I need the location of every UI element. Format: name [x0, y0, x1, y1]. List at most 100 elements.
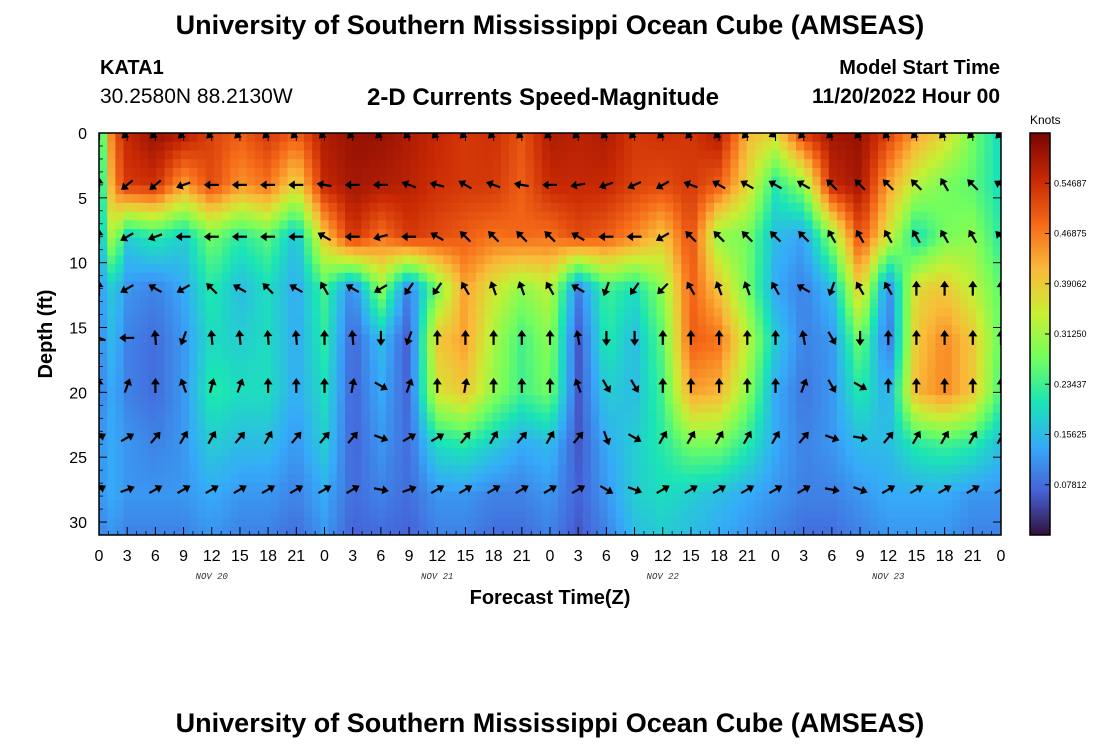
heatmap-cell [140, 316, 149, 326]
heatmap-cell [115, 500, 125, 510]
heatmap-cell [869, 482, 879, 492]
heatmap-cell [591, 237, 600, 248]
heatmap-cell [656, 412, 666, 422]
heatmap-cell [730, 421, 740, 431]
heatmap-cell [189, 473, 198, 484]
heatmap-cell [730, 377, 740, 388]
heatmap-cell [254, 430, 264, 440]
heatmap-cell [853, 307, 863, 318]
heatmap-cell [869, 334, 879, 344]
heatmap-cell [451, 185, 461, 195]
heatmap-cell [377, 299, 387, 309]
heatmap-cell [459, 159, 469, 169]
heatmap-cell [263, 246, 272, 256]
heatmap-cell [353, 150, 362, 160]
heatmap-cell [492, 167, 502, 178]
heatmap-cell [418, 465, 428, 475]
heatmap-cell [140, 290, 149, 300]
heatmap-cell [312, 281, 321, 291]
heatmap-cell [213, 473, 223, 484]
heatmap-cell [992, 150, 1001, 160]
heatmap-cell [500, 255, 510, 265]
heatmap-cell [960, 272, 969, 283]
heatmap-cell [763, 386, 772, 396]
heatmap-cell [140, 246, 149, 256]
heatmap-cell [697, 159, 707, 169]
heatmap-cell [328, 473, 338, 484]
heatmap-cell [533, 150, 543, 160]
heatmap-cell [992, 299, 1001, 309]
heatmap-cell [205, 211, 215, 221]
model-start-label: Model Start Time [839, 57, 1000, 79]
heatmap-cell [927, 290, 936, 300]
heatmap-cell [779, 255, 789, 265]
heatmap-cell [640, 430, 649, 440]
heatmap-cell [476, 368, 485, 379]
heatmap-cell [468, 281, 477, 291]
heatmap-cell [738, 500, 748, 510]
heatmap-cell [517, 368, 526, 379]
heatmap-cell [566, 307, 576, 318]
heatmap-cell [902, 229, 912, 239]
heatmap-cell [107, 281, 116, 291]
heatmap-cell [484, 194, 494, 204]
heatmap-cell [566, 491, 576, 501]
heatmap-cell [787, 150, 797, 160]
heatmap-cell [984, 473, 994, 484]
heatmap-cell [222, 386, 231, 396]
heatmap-cell [796, 517, 805, 527]
heatmap-cell [345, 421, 354, 431]
heatmap-cell [886, 491, 895, 501]
heatmap-cell [230, 447, 239, 457]
heatmap-cell [763, 202, 772, 213]
heatmap-cell [476, 255, 485, 265]
heatmap-cell [369, 447, 379, 457]
heatmap-cell [484, 150, 494, 160]
heatmap-cell [451, 159, 461, 169]
heatmap-cell [312, 421, 321, 431]
heatmap-cell [492, 316, 502, 326]
heatmap-cell [845, 159, 854, 169]
heatmap-cell [582, 342, 592, 353]
heatmap-cell [353, 351, 362, 361]
heatmap-cell [500, 272, 510, 283]
heatmap-cell [525, 194, 535, 204]
heatmap-cell [468, 465, 477, 475]
heatmap-cell [246, 316, 256, 326]
heatmap-cell [910, 395, 920, 405]
heatmap-cell [377, 194, 387, 204]
heatmap-cell [148, 447, 157, 457]
heatmap-cell [861, 281, 871, 291]
heatmap-cell [919, 517, 928, 527]
heatmap-cell [763, 342, 772, 353]
heatmap-cell [345, 491, 354, 501]
heatmap-cell [779, 447, 789, 457]
heatmap-cell [304, 194, 313, 204]
heatmap-cell [755, 482, 764, 492]
heatmap-cell [443, 395, 453, 405]
heatmap-cell [402, 430, 412, 440]
heatmap-cell [164, 220, 174, 230]
heatmap-cell [345, 465, 354, 475]
heatmap-cell [935, 517, 945, 527]
heatmap-cell [681, 167, 690, 178]
heatmap-cell [361, 386, 371, 396]
heatmap-cell [869, 325, 879, 335]
heatmap-cell [574, 395, 584, 405]
heatmap-cell [476, 150, 485, 160]
heatmap-cell [238, 176, 248, 187]
heatmap-cell [205, 395, 215, 405]
heatmap-cell [771, 447, 781, 457]
heatmap-cell [525, 456, 535, 466]
heatmap-cell [804, 334, 813, 344]
heatmap-cell [714, 272, 723, 283]
heatmap-cell [664, 351, 674, 361]
heatmap-cell [361, 438, 371, 449]
heatmap-cell [115, 438, 125, 449]
heatmap-cell [500, 307, 510, 318]
heatmap-cell [238, 194, 248, 204]
heatmap-cell [230, 342, 239, 353]
heatmap-cell [304, 211, 313, 221]
heatmap-cell [509, 465, 518, 475]
heatmap-cell [779, 456, 789, 466]
